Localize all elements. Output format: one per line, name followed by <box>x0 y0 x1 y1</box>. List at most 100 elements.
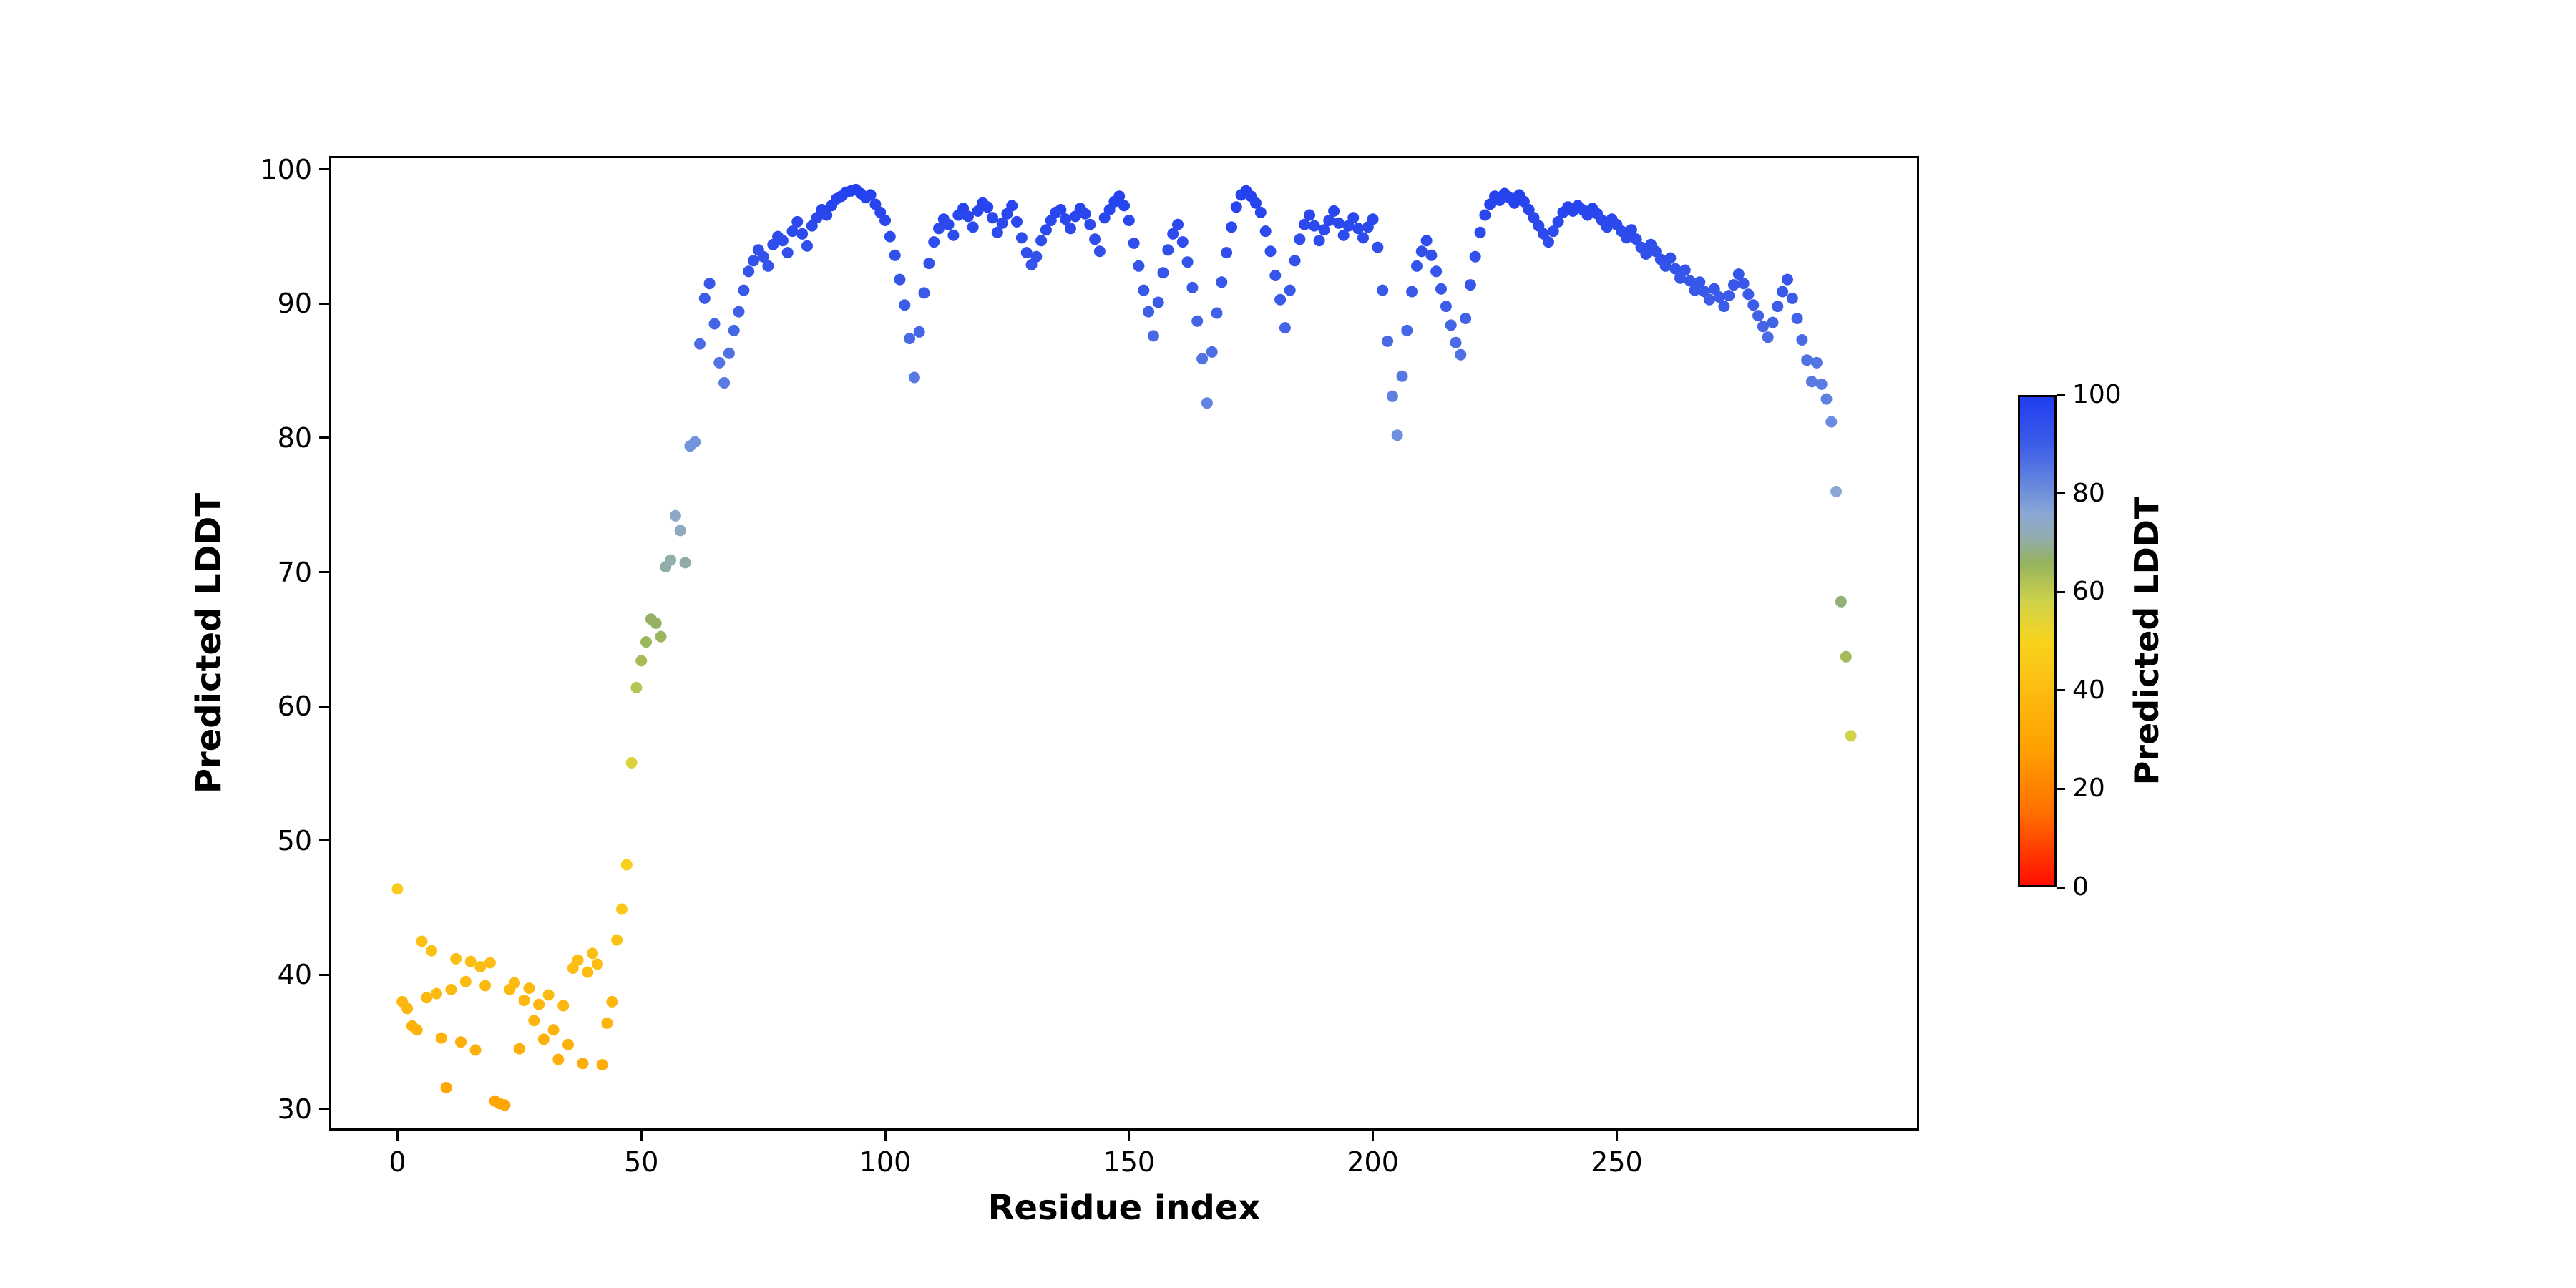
scatter-point <box>582 966 594 978</box>
y-tick-mark <box>319 839 329 842</box>
scatter-point <box>1186 281 1199 293</box>
scatter-point <box>698 292 711 304</box>
scatter-point <box>904 333 916 345</box>
scatter-point <box>533 998 545 1010</box>
scatter-point <box>1455 348 1467 361</box>
y-tick-label: 100 <box>260 153 312 185</box>
scatter-point <box>1640 248 1652 260</box>
scatter-point <box>923 258 935 270</box>
scatter-point <box>1713 291 1725 303</box>
y-tick-mark <box>319 302 329 305</box>
scatter-point <box>557 1000 570 1012</box>
scatter-point <box>786 225 799 238</box>
scatter-point <box>1664 252 1677 264</box>
scatter-point <box>1435 283 1447 295</box>
scatter-point <box>1406 286 1418 298</box>
scatter-point <box>1543 236 1554 248</box>
scatter-point <box>689 436 701 448</box>
scatter-point <box>801 240 813 252</box>
scatter-point <box>1055 204 1067 215</box>
scatter-point <box>1782 273 1793 286</box>
scatter-point <box>1382 335 1394 347</box>
scatter-point <box>1479 209 1491 221</box>
scatter-point <box>1079 208 1091 220</box>
scatter-point <box>864 189 877 201</box>
scatter-point <box>1221 247 1233 259</box>
scatter-point <box>518 995 530 1006</box>
colorbar-tick-label: 60 <box>2072 577 2105 607</box>
scatter-point <box>1679 264 1691 276</box>
scatter-point <box>1825 416 1838 428</box>
scatter-point <box>942 218 955 230</box>
scatter-point <box>455 1036 467 1048</box>
colorbar-tick-label: 0 <box>2072 872 2089 902</box>
scatter-point <box>1152 296 1164 308</box>
x-tick-mark <box>640 1131 643 1141</box>
y-tick-mark <box>319 705 329 708</box>
y-tick-label: 40 <box>277 959 312 991</box>
scatter-point <box>962 210 974 223</box>
scatter-point <box>577 1058 589 1070</box>
scatter-point <box>1323 215 1335 226</box>
scatter-point <box>630 681 643 693</box>
colorbar-label: Predicted LDDT <box>2127 497 2166 786</box>
x-tick-label: 150 <box>1103 1146 1156 1178</box>
scatter-point <box>421 992 433 1004</box>
scatter-point <box>1684 275 1696 287</box>
plot-area <box>329 156 1919 1131</box>
scatter-point <box>894 273 906 286</box>
scatter-point <box>1723 290 1735 302</box>
scatter-point <box>1250 197 1262 209</box>
scatter-point <box>459 975 472 987</box>
scatter-point <box>572 954 584 966</box>
scatter-point <box>1357 232 1369 244</box>
x-tick-label: 100 <box>859 1146 912 1178</box>
scatter-point <box>469 1044 482 1056</box>
scatter-point <box>591 958 603 970</box>
scatter-point <box>1093 245 1106 258</box>
scatter-point <box>947 229 960 241</box>
scatter-point <box>1015 232 1028 244</box>
scatter-point <box>606 995 618 1008</box>
scatter-point <box>1845 730 1857 742</box>
scatter-point <box>1313 235 1325 247</box>
scatter-point <box>484 957 496 969</box>
scatter-point <box>791 215 804 228</box>
scatter-point <box>1801 354 1813 366</box>
scatter-point <box>1035 235 1048 247</box>
scatter-point <box>821 209 833 221</box>
scatter-point <box>391 883 404 895</box>
y-tick-mark <box>319 973 329 976</box>
scatter-point <box>1299 218 1311 230</box>
scatter-point <box>435 1032 447 1044</box>
scatter-point <box>1060 213 1072 225</box>
scatter-plot <box>391 183 1857 1111</box>
scatter-point <box>889 249 901 261</box>
scatter-point <box>1191 315 1204 327</box>
scatter-point <box>776 235 789 247</box>
x-tick-mark <box>1128 1131 1131 1141</box>
scatter-point <box>1669 263 1682 275</box>
scatter-point <box>1328 205 1340 217</box>
scatter-point <box>401 1002 414 1015</box>
scatter-point <box>1425 249 1438 261</box>
scatter-point <box>1440 301 1452 313</box>
scatter-point <box>1796 334 1808 346</box>
scatter-point <box>1337 229 1350 241</box>
scatter-point <box>1133 260 1145 272</box>
colorbar-tick-label: 40 <box>2072 675 2105 705</box>
x-tick-mark <box>396 1131 399 1141</box>
scatter-point <box>713 356 726 369</box>
scatter-point <box>440 1082 452 1093</box>
colorbar-tick-mark <box>2057 886 2065 889</box>
scatter-point <box>1767 316 1779 328</box>
scatter-point <box>1172 218 1184 230</box>
scatter-point <box>1372 241 1384 253</box>
scatter-point <box>411 1024 423 1036</box>
y-axis-label: Predicted LDDT <box>189 492 229 794</box>
scatter-point <box>1162 244 1174 256</box>
scatter-point <box>1181 256 1194 268</box>
scatter-point <box>728 324 740 336</box>
scatter-point <box>933 223 945 235</box>
scatter-point <box>796 228 809 240</box>
